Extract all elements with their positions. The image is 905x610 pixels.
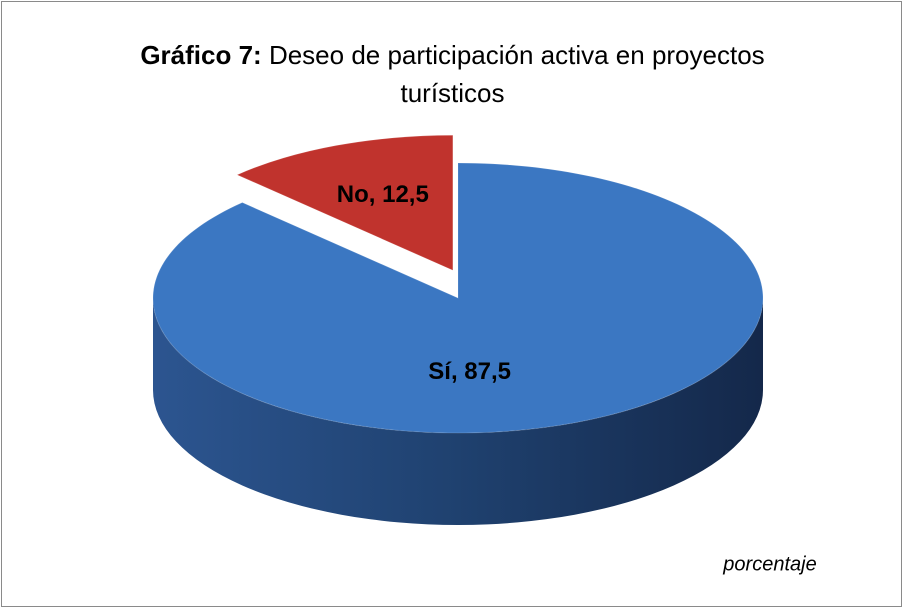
chart-title: Gráfico 7: Deseo de participación activa… — [90, 36, 815, 112]
title-text: Deseo de participación activa en proyect… — [268, 40, 765, 108]
slice-side — [153, 298, 763, 525]
title-label: Gráfico 7: — [140, 40, 262, 70]
pie-slice — [152, 162, 764, 434]
data-label: No, 12,5 — [337, 181, 429, 208]
note: porcentaje — [722, 553, 816, 575]
data-label: Sí, 87,5 — [428, 358, 511, 385]
pie-slice — [235, 134, 454, 272]
